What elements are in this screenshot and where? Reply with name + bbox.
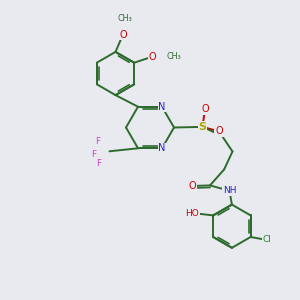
Text: Cl: Cl [263,236,272,244]
Text: O: O [188,181,196,191]
Text: O: O [201,104,209,115]
Text: S: S [199,122,206,132]
Text: HO: HO [185,208,199,217]
Text: F: F [95,137,100,146]
Text: NH: NH [223,186,236,195]
Text: N: N [158,143,166,153]
Text: O: O [215,126,223,136]
Text: F: F [96,159,102,168]
Text: N: N [158,102,166,112]
Text: CH₃: CH₃ [167,52,182,61]
Text: O: O [119,29,127,40]
Text: F: F [91,150,97,159]
Text: O: O [148,52,156,62]
Text: CH₃: CH₃ [117,14,132,23]
